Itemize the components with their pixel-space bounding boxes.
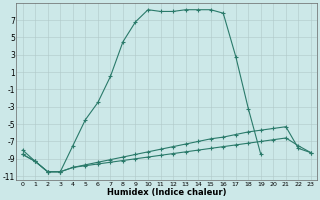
X-axis label: Humidex (Indice chaleur): Humidex (Indice chaleur) <box>107 188 227 197</box>
